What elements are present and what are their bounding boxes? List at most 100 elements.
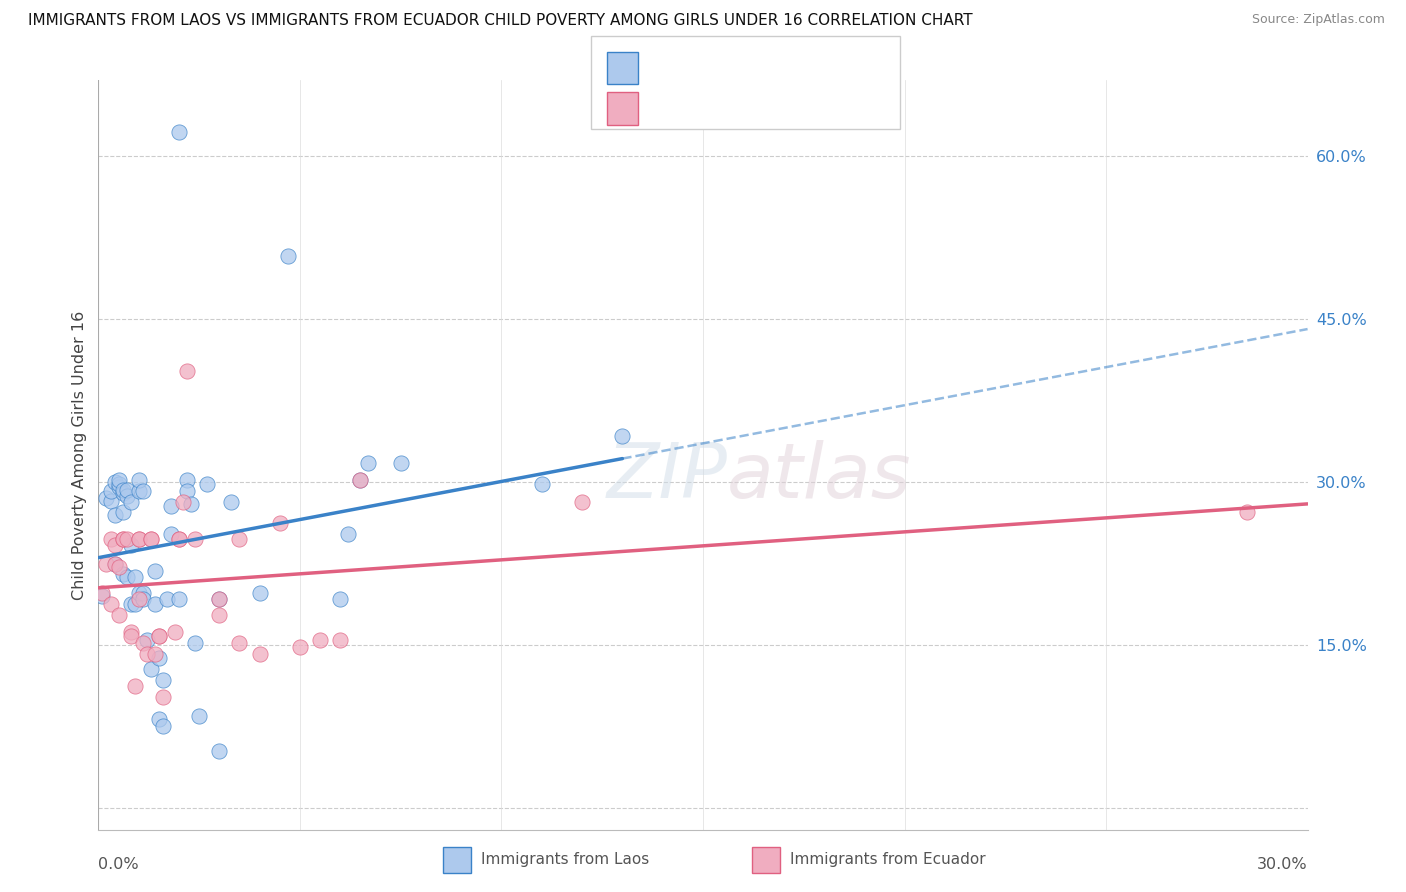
Point (135, 632, 157, 647)
Point (288, 640, 311, 654)
Point (128, 532, 150, 546)
Point (103, 557, 125, 571)
Point (176, 473, 198, 487)
Point (132, 636, 155, 650)
Text: N = 43: N = 43 (772, 100, 837, 118)
Point (329, 632, 352, 647)
Point (103, 557, 125, 571)
Point (115, 489, 138, 503)
Point (124, 597, 146, 611)
Point (172, 494, 194, 508)
Point (148, 629, 170, 643)
Point (148, 651, 170, 665)
Point (612, 429, 634, 443)
Point (115, 483, 138, 497)
Point (163, 624, 186, 639)
Point (139, 532, 162, 546)
Point (349, 473, 371, 487)
Point (107, 481, 129, 495)
Point (100, 597, 122, 611)
Text: Source: ZipAtlas.com: Source: ZipAtlas.com (1251, 13, 1385, 27)
Point (107, 607, 129, 622)
Point (111, 532, 134, 546)
Point (124, 679, 146, 693)
Point (208, 592, 231, 607)
Point (103, 475, 125, 489)
Point (128, 592, 150, 607)
Point (124, 569, 146, 583)
Point (107, 559, 129, 574)
Point (329, 592, 352, 607)
Point (120, 629, 142, 643)
Point (120, 597, 142, 611)
Point (530, 477, 553, 491)
Point (111, 506, 134, 520)
Point (357, 456, 380, 470)
Y-axis label: Child Poverty Among Girls Under 16: Child Poverty Among Girls Under 16 (72, 310, 87, 599)
Point (571, 494, 593, 508)
Point (228, 636, 250, 650)
Point (128, 473, 150, 487)
Point (111, 567, 134, 582)
Text: R = 0.079: R = 0.079 (648, 100, 735, 118)
Point (389, 456, 412, 470)
Point (132, 592, 155, 607)
Point (128, 586, 150, 600)
Point (107, 473, 129, 487)
Point (111, 486, 134, 500)
Point (349, 473, 371, 487)
Point (160, 527, 183, 541)
Point (249, 647, 271, 661)
Point (103, 538, 125, 552)
Point (167, 592, 190, 607)
Point (148, 629, 170, 643)
Point (143, 647, 166, 661)
Point (184, 636, 207, 650)
Point (160, 499, 183, 513)
Point (148, 712, 170, 726)
Point (115, 532, 138, 546)
Point (188, 708, 211, 723)
Point (167, 125, 190, 139)
Point (120, 624, 142, 639)
Point (128, 532, 150, 546)
Point (132, 586, 155, 600)
Point (228, 532, 250, 546)
Point (309, 632, 332, 647)
Point (100, 532, 122, 546)
Text: 0.0%: 0.0% (98, 856, 139, 871)
Point (176, 483, 198, 498)
Point (167, 532, 190, 546)
Point (100, 493, 122, 508)
Point (139, 532, 162, 546)
Text: Immigrants from Laos: Immigrants from Laos (481, 853, 650, 867)
Point (107, 477, 129, 491)
Point (277, 249, 299, 263)
Point (337, 527, 360, 541)
Point (180, 497, 202, 511)
Text: Immigrants from Ecuador: Immigrants from Ecuador (790, 853, 986, 867)
Point (167, 532, 190, 546)
Point (132, 483, 155, 498)
Point (152, 673, 174, 687)
Text: R =  0.191: R = 0.191 (648, 59, 741, 77)
Text: atlas: atlas (727, 441, 911, 515)
Point (152, 719, 174, 733)
Point (100, 483, 122, 498)
Point (111, 532, 134, 546)
Point (184, 532, 207, 546)
Point (143, 597, 166, 611)
Point (176, 364, 198, 378)
Point (208, 744, 231, 758)
Point (1236, 506, 1258, 520)
Point (96, 557, 118, 571)
Point (156, 592, 179, 607)
Point (195, 477, 218, 491)
Text: N = 59: N = 59 (772, 59, 838, 77)
Point (103, 508, 125, 522)
Point (208, 592, 231, 607)
Point (152, 690, 174, 704)
Point (139, 662, 162, 676)
Point (128, 483, 150, 498)
Point (91, 589, 114, 603)
